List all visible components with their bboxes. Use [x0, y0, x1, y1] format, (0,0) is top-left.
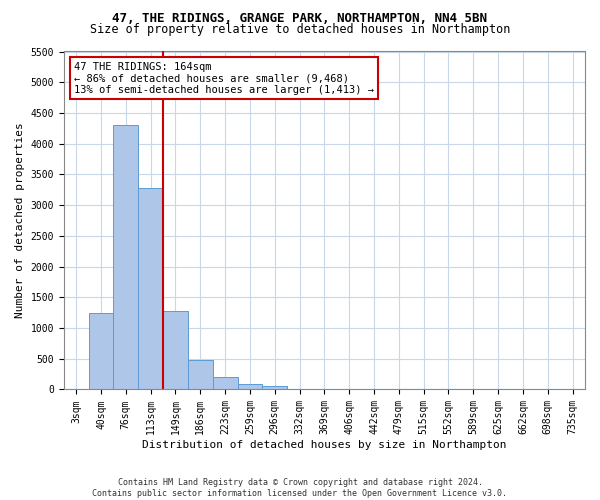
Text: Contains HM Land Registry data © Crown copyright and database right 2024.
Contai: Contains HM Land Registry data © Crown c… [92, 478, 508, 498]
Bar [238, 384, 262, 390]
Text: Size of property relative to detached houses in Northampton: Size of property relative to detached ho… [90, 22, 510, 36]
X-axis label: Distribution of detached houses by size in Northampton: Distribution of detached houses by size … [142, 440, 506, 450]
Bar [113, 125, 138, 390]
Bar [89, 312, 113, 390]
Text: 47 THE RIDINGS: 164sqm
← 86% of detached houses are smaller (9,468)
13% of semi-: 47 THE RIDINGS: 164sqm ← 86% of detached… [74, 62, 374, 95]
Bar [262, 386, 287, 390]
Bar [212, 377, 238, 390]
Bar [163, 312, 188, 390]
Y-axis label: Number of detached properties: Number of detached properties [15, 122, 25, 318]
Text: 47, THE RIDINGS, GRANGE PARK, NORTHAMPTON, NN4 5BN: 47, THE RIDINGS, GRANGE PARK, NORTHAMPTO… [113, 12, 487, 26]
Bar [188, 360, 212, 390]
Bar [138, 188, 163, 390]
